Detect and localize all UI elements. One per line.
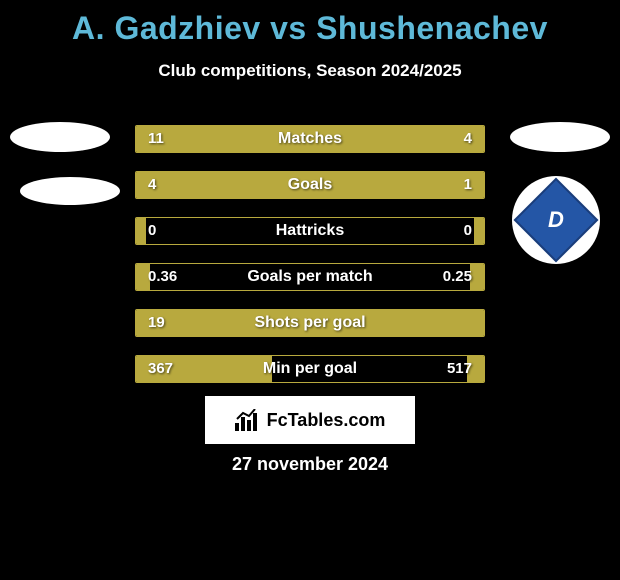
right-team-logo-1 [510, 122, 610, 152]
comparison-bars: 11Matches44Goals10Hattricks00.36Goals pe… [135, 125, 485, 401]
bar-row: 11Matches4 [135, 125, 485, 153]
bar-right-value: 517 [447, 356, 472, 382]
dynamo-logo-icon: D [514, 178, 599, 263]
bar-label: Shots per goal [136, 310, 484, 336]
bar-row: 0Hattricks0 [135, 217, 485, 245]
bar-row: 19Shots per goal [135, 309, 485, 337]
bar-label: Goals [136, 172, 484, 198]
left-team-logo-1 [10, 122, 110, 152]
bar-right-value: 0 [464, 218, 472, 244]
bar-right-value: 1 [464, 172, 472, 198]
bar-row: 0.36Goals per match0.25 [135, 263, 485, 291]
right-team-logo-2: D [512, 176, 600, 264]
bar-right-value: 0.25 [443, 264, 472, 290]
dynamo-logo-letter: D [548, 207, 564, 233]
brand-text: FcTables.com [267, 410, 386, 431]
left-team-logo-2 [20, 177, 120, 205]
bar-label: Goals per match [136, 264, 484, 290]
page-title: A. Gadzhiev vs Shushenachev [0, 0, 620, 47]
subtitle: Club competitions, Season 2024/2025 [0, 61, 620, 81]
bar-row: 367Min per goal517 [135, 355, 485, 383]
bar-label: Hattricks [136, 218, 484, 244]
brand-box: FcTables.com [205, 396, 415, 444]
bar-row: 4Goals1 [135, 171, 485, 199]
brand-chart-icon [235, 409, 261, 431]
bar-label: Matches [136, 126, 484, 152]
bar-label: Min per goal [136, 356, 484, 382]
bar-right-value: 4 [464, 126, 472, 152]
date-text: 27 november 2024 [0, 454, 620, 475]
